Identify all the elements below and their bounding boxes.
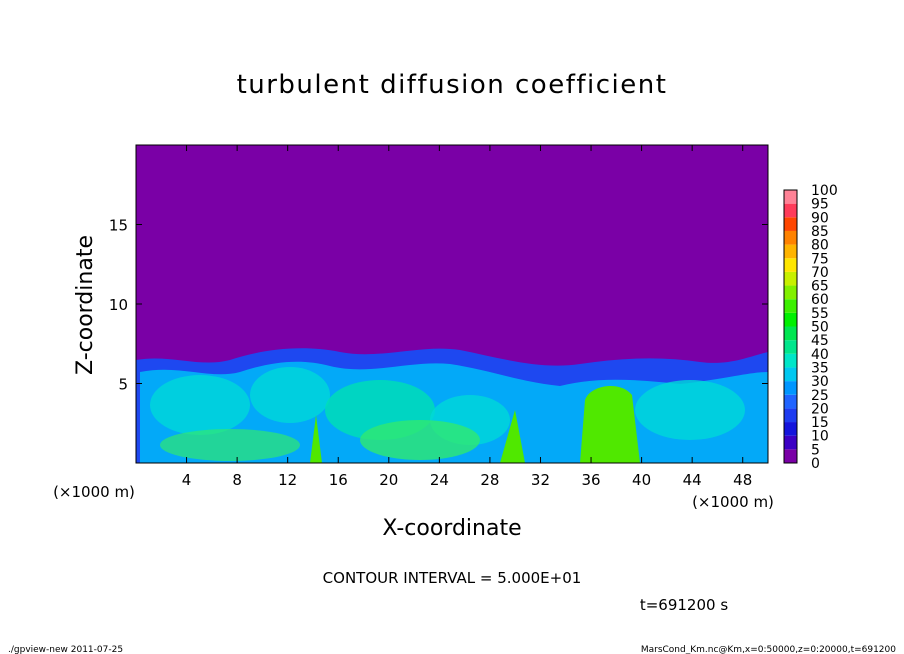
colorbar-segment [784,299,797,313]
x-tick-label: 4 [182,471,192,489]
colorbar-label: 10 [811,429,829,445]
colorbar-segment [784,381,797,395]
x-tick-label: 12 [278,471,297,489]
colorbar-label: 0 [811,456,820,472]
colorbar-label: 40 [811,347,829,363]
x-tick-label: 48 [733,471,752,489]
footer-left: ./gpview-new 2011-07-25 [8,645,123,654]
colorbar-label: 60 [811,292,829,308]
colorbar-label: 20 [811,401,829,417]
colorbar-label: 85 [811,224,829,240]
colorbar-label: 45 [811,333,829,349]
y-unit: (×1000 m) [53,483,135,501]
time-label: t=691200 s [640,596,728,614]
y-axis-label: Z-coordinate [73,235,98,375]
x-tick-label: 24 [430,471,449,489]
y-tick-label: 10 [109,296,128,314]
x-tick-label: 40 [632,471,651,489]
x-tick-label: 36 [581,471,600,489]
colorbar-segment [784,312,797,327]
x-tick-label: 20 [379,471,398,489]
x-axis-label: X-coordinate [382,516,521,541]
y-tick-label: 5 [118,376,128,394]
colorbar-label: 50 [811,320,829,336]
colorbar-label: 15 [811,415,829,431]
colorbar-segment [784,449,797,463]
colorbar-label: 90 [811,210,829,226]
colorbar-label: 35 [811,360,829,376]
colorbar-segment [784,394,797,409]
colorbar-label: 30 [811,374,829,390]
footer-right: MarsCond_Km.nc@Km,x=0:50000,z=0:20000,t=… [641,645,896,654]
colorbar-frame [783,189,798,464]
colorbar-segment [784,230,797,245]
colorbar-segment [784,203,797,218]
colorbar-label: 80 [811,238,829,254]
colorbar-segment [784,190,797,204]
x-tick-label: 32 [531,471,550,489]
x-tick-label: 8 [232,471,242,489]
colorbar-segment [784,244,797,259]
colorbar-label: 5 [811,442,820,458]
colorbar-segment [784,435,797,450]
x-tick-label: 28 [480,471,499,489]
colorbar-segment [784,340,797,354]
colorbar-segment [784,285,797,300]
colorbar-segment [784,258,797,272]
colorbar-segment [784,271,797,286]
colorbar-label: 25 [811,388,829,404]
colorbar-segment [784,408,797,423]
colorbar-segment [784,217,797,231]
colorbar-segment [784,326,797,341]
chart-title: turbulent diffusion coefficient [237,70,668,100]
colorbar-segment [784,353,797,368]
colorbar-label: 100 [811,183,838,199]
colorbar-label: 55 [811,306,829,322]
colorbar-label: 95 [811,197,829,213]
colorbar-label: 70 [811,265,829,281]
colorbar-segment [784,367,797,382]
y-tick-label: 15 [109,217,128,235]
x-tick-label: 16 [329,471,348,489]
colorbar-segment [784,422,797,436]
field [136,348,768,463]
x-unit: (×1000 m) [692,493,774,511]
contour-interval: CONTOUR INTERVAL = 5.000E+01 [323,569,582,587]
colorbar-label: 65 [811,279,829,295]
colorbar-label: 75 [811,251,829,267]
x-tick-label: 44 [683,471,702,489]
